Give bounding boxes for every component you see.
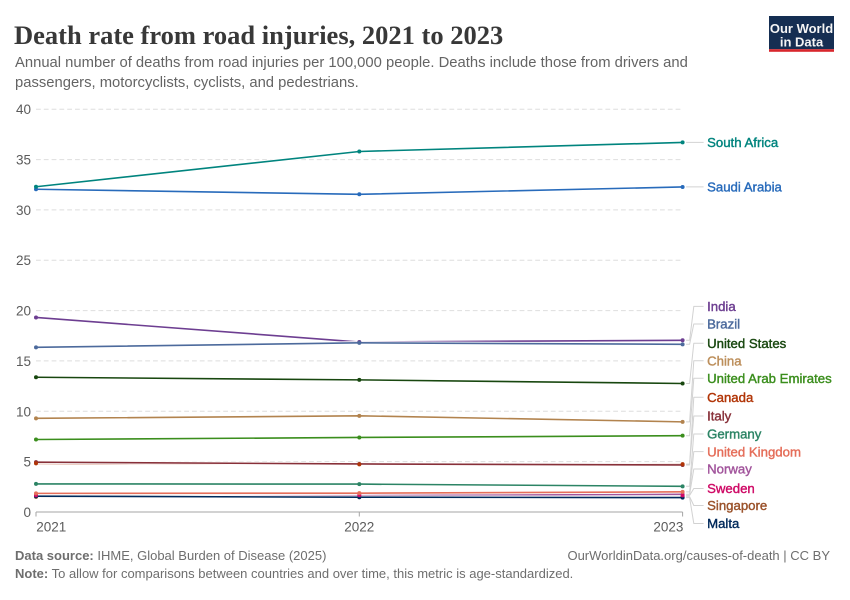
svg-text:Singapore: Singapore [707, 498, 767, 513]
svg-text:5: 5 [23, 455, 31, 470]
svg-text:South Africa: South Africa [707, 135, 779, 150]
svg-text:United Arab Emirates: United Arab Emirates [707, 371, 832, 386]
svg-text:Note: To allow for comparisons: Note: To allow for comparisons between c… [15, 566, 573, 581]
svg-text:United Kingdom: United Kingdom [707, 444, 801, 459]
svg-text:15: 15 [16, 354, 31, 369]
svg-text:35: 35 [16, 153, 31, 168]
svg-text:Saudi Arabia: Saudi Arabia [707, 180, 782, 195]
svg-text:Sweden: Sweden [707, 481, 755, 496]
svg-text:10: 10 [16, 404, 31, 419]
svg-text:0: 0 [23, 505, 31, 520]
svg-text:2021: 2021 [36, 519, 66, 534]
svg-text:Malta: Malta [707, 516, 740, 531]
svg-text:40: 40 [16, 102, 31, 117]
svg-text:India: India [707, 299, 736, 314]
svg-text:China: China [707, 353, 742, 368]
svg-text:20: 20 [16, 304, 31, 319]
svg-text:Germany: Germany [707, 427, 762, 442]
svg-text:Death rate from road injuries,: Death rate from road injuries, 2021 to 2… [14, 20, 503, 50]
svg-text:Norway: Norway [707, 462, 752, 477]
svg-text:in Data: in Data [780, 35, 824, 50]
svg-text:2022: 2022 [344, 519, 374, 534]
svg-text:Data source: IHME, Global Burd: Data source: IHME, Global Burden of Dise… [15, 548, 326, 563]
svg-text:OurWorldinData.org/causes-of-d: OurWorldinData.org/causes-of-death | CC … [567, 548, 830, 563]
svg-text:passengers, motorcyclists, cyc: passengers, motorcyclists, cyclists, and… [15, 75, 359, 91]
svg-text:2023: 2023 [653, 519, 683, 534]
svg-text:Annual number of deaths from r: Annual number of deaths from road injuri… [15, 55, 688, 71]
svg-text:Canada: Canada [707, 390, 754, 405]
svg-text:Italy: Italy [707, 409, 732, 424]
svg-text:25: 25 [16, 253, 31, 268]
svg-text:Our World: Our World [770, 21, 833, 36]
svg-text:30: 30 [16, 203, 31, 218]
svg-text:United States: United States [707, 336, 787, 351]
svg-text:Brazil: Brazil [707, 317, 740, 332]
